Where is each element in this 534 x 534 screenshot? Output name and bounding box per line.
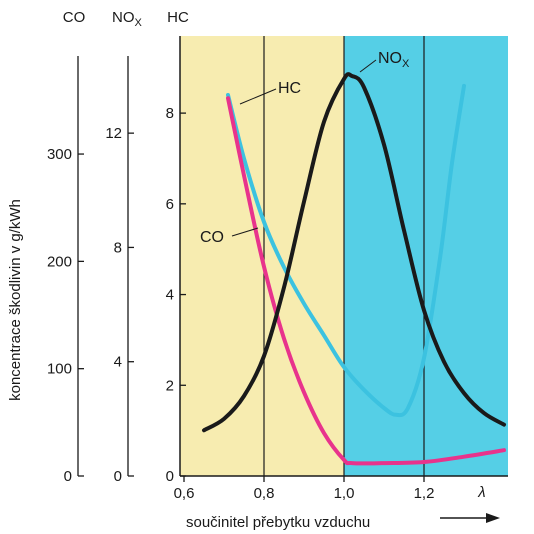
svg-text:CO: CO <box>200 229 224 246</box>
nox-tick-label-0: 0 <box>114 468 122 485</box>
curve-nox <box>202 72 506 433</box>
nox-axis-header: NOX <box>112 9 143 29</box>
hc-tick-label-2: 4 <box>166 287 174 304</box>
x-axis: 0,6 0,8 1,0 1,2 <box>174 476 435 502</box>
co-tick-label-1: 100 <box>47 361 72 378</box>
nox-tick-label-1: 4 <box>114 354 122 371</box>
x-tick-label-1: 0,8 <box>254 485 275 502</box>
co-tick-label-3: 300 <box>47 146 72 163</box>
svg-text:NOX: NOX <box>378 50 410 70</box>
lambda-symbol: λ <box>477 484 485 501</box>
x-tick-label-0: 0,6 <box>174 485 195 502</box>
co-axis-header: CO <box>63 9 86 26</box>
co-tick-label-0: 0 <box>64 468 72 485</box>
x-tick-label-2: 1,0 <box>334 485 355 502</box>
hc-tick-label-3: 6 <box>166 196 174 213</box>
nox-tick-label-3: 12 <box>105 125 122 142</box>
svg-text:HC: HC <box>278 80 301 97</box>
co-tick-label-2: 200 <box>47 253 72 270</box>
x-tick-label-3: 1,2 <box>414 485 435 502</box>
curve-hc <box>226 83 466 418</box>
hc-axis-header: HC <box>167 9 189 26</box>
nox-curve-label-main: NO <box>378 50 402 67</box>
curves <box>202 72 506 466</box>
hc-tick-label-4: 8 <box>166 105 174 122</box>
nox-curve-label: NOX <box>359 50 410 73</box>
x-axis-title: součinitel přebytku vzduchu <box>186 514 370 531</box>
hc-curve-label: HC <box>239 80 301 105</box>
x-direction-arrow <box>440 513 500 523</box>
co-curve-label: CO <box>200 227 259 246</box>
hc-tick-label-1: 2 <box>166 377 174 394</box>
gridlines <box>263 36 425 476</box>
hc-tick-label-0: 0 <box>166 468 174 485</box>
nox-tick-label-2: 8 <box>114 239 122 256</box>
curve-co <box>226 96 506 466</box>
nox-axis-header-main: NO <box>112 9 135 26</box>
nox-curve-label-sub: X <box>402 58 410 70</box>
y-axis-title: koncentrace škodlivin v g/kWh <box>7 199 24 401</box>
nox-axis-header-sub: X <box>135 17 143 29</box>
y-axes: 0 100 200 300 0 4 8 12 0 2 4 6 8 <box>47 56 186 485</box>
